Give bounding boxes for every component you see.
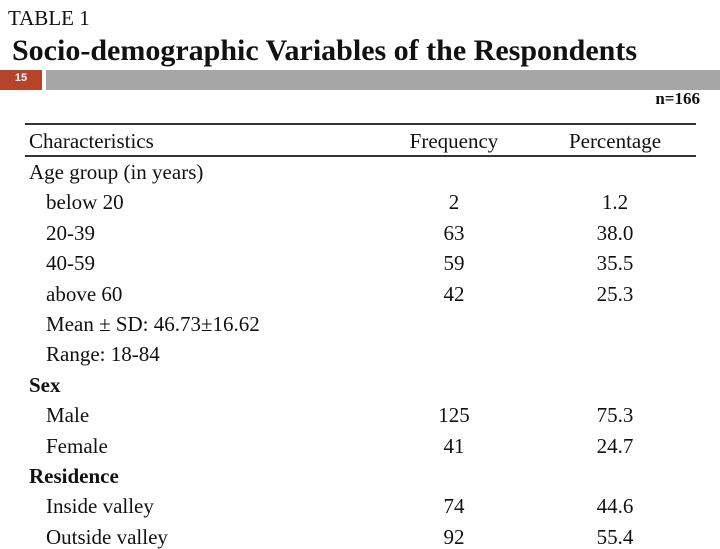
group-title: Sex — [29, 372, 61, 397]
row-label: below 20 — [46, 190, 124, 215]
sample-note: n=166 — [655, 89, 700, 108]
row-label: 40-59 — [46, 251, 95, 276]
row-label: Range: 18-84 — [46, 342, 160, 367]
percentage: 35.5 — [596, 251, 634, 276]
percentage: 24.7 — [596, 433, 634, 458]
percentage: 25.3 — [596, 281, 634, 306]
percentage: 55.4 — [596, 524, 634, 549]
percentage: 75.3 — [596, 403, 634, 428]
row-label: Female — [46, 433, 108, 458]
frequency: 59 — [443, 251, 465, 276]
group-title: Age group (in years) — [29, 160, 204, 184]
frequency: 63 — [443, 220, 465, 245]
header-bar — [46, 70, 720, 90]
slide-number-box — [0, 70, 42, 90]
column-header: Percentage — [568, 129, 662, 153]
row-label: 20-39 — [46, 220, 95, 245]
frequency: 74 — [443, 494, 465, 519]
row-label: above 60 — [46, 281, 123, 306]
row-label: Inside valley — [46, 494, 154, 519]
percentage: 44.6 — [596, 494, 634, 519]
group-title: Residence — [29, 464, 119, 488]
percentage: 1.2 — [601, 190, 629, 215]
frequency: 2 — [448, 190, 460, 215]
table-label: TABLE 1 — [8, 6, 90, 30]
table-top-rule — [25, 123, 696, 125]
row-label: Male — [46, 403, 90, 428]
frequency: 41 — [443, 433, 465, 458]
frequency: 125 — [438, 403, 470, 428]
row-label: Mean ± SD: 46.73±16.62 — [46, 312, 260, 336]
slide-number: 15 — [14, 72, 28, 84]
column-header: Frequency — [409, 129, 499, 153]
percentage: 38.0 — [596, 220, 634, 245]
frequency: 92 — [443, 524, 465, 549]
header-rule — [25, 155, 696, 157]
frequency: 42 — [443, 281, 465, 306]
slide-title: Socio-demographic Variables of the Respo… — [12, 34, 638, 67]
row-label: Outside valley — [46, 524, 168, 549]
column-header: Characteristics — [29, 129, 154, 153]
